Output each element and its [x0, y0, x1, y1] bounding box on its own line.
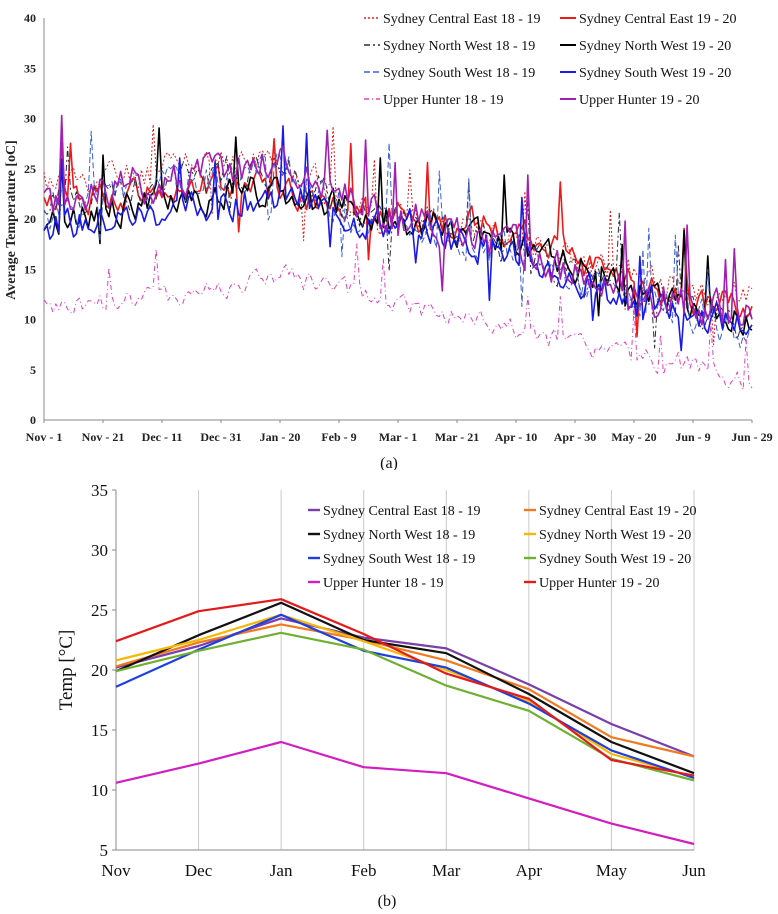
chart-b-y-tick: 25 — [91, 601, 108, 620]
chart-a-series-upper-hunter-18-19 — [43, 243, 753, 391]
chart-a-y-tick: 35 — [24, 61, 36, 75]
chart-a-legend-label: Sydney North West 19 - 20 — [579, 39, 731, 54]
chart-b-x-tick: Mar — [432, 861, 461, 880]
chart-b-y-tick: 30 — [91, 541, 108, 560]
chart-a-y-tick: 10 — [24, 313, 36, 327]
chart-a-series-sydney-south-west-18-19 — [43, 130, 753, 349]
chart-a-legend: Sydney Central East 18 - 19 Sydney Centra… — [364, 12, 736, 108]
chart-b-series — [115, 598, 695, 846]
chart-a-y-tick: 20 — [24, 212, 36, 226]
chart-a-legend-label: Upper Hunter 18 - 19 — [383, 93, 504, 108]
chart-a-x-tick: Jan - 20 — [260, 430, 301, 444]
chart-a-x-tick: Nov - 21 — [82, 430, 125, 444]
chart-b-caption: (b) — [378, 893, 397, 910]
chart-a-x-tick: Mar - 1 — [379, 430, 417, 444]
chart-b-series-upper-hunter-18-19 — [115, 740, 695, 846]
chart-a-y-ticks: 0 5 10 15 20 25 30 35 40 — [24, 11, 36, 427]
chart-a-x-tick: Mar - 21 — [435, 430, 479, 444]
chart-a-y-tick: 25 — [24, 162, 36, 176]
chart-a-legend-label: Sydney Central East 19 - 20 — [579, 12, 736, 27]
chart-a-legend-label: Upper Hunter 19 - 20 — [579, 93, 700, 108]
chart-a-x-tick: Feb - 9 — [321, 430, 356, 444]
chart-b-series-sydney-north-west-18-19 — [115, 601, 695, 775]
chart-a-y-tick: 0 — [30, 413, 36, 427]
chart-b-y-tick: 35 — [91, 481, 108, 500]
monthly-temperature-chart: 5 10 15 20 25 30 35 Nov Dec Jan Feb Mar Apr May Jun T… — [56, 481, 706, 910]
chart-a-x-ticks: Nov - 1 Nov - 21 Dec - 11 Dec - 31 Jan - 20 F… — [26, 420, 773, 444]
chart-a-legend-label: Sydney South West 18 - 19 — [383, 66, 535, 81]
chart-a-legend-label: Sydney North West 18 - 19 — [383, 39, 535, 54]
chart-b-legend: Sydney Central East 18 - 19 Sydney Centra… — [308, 504, 696, 591]
chart-a-y-tick: 15 — [24, 262, 36, 276]
chart-b-legend-label: Sydney North West 19 - 20 — [539, 528, 691, 543]
chart-b-legend-label: Sydney South West 19 - 20 — [539, 552, 691, 567]
chart-a-x-tick: Dec - 31 — [200, 430, 241, 444]
chart-b-y-tick: 10 — [91, 781, 108, 800]
chart-b-legend-label: Sydney North West 18 - 19 — [323, 528, 475, 543]
chart-a-x-tick: Dec - 11 — [142, 430, 183, 444]
chart-a-series-sydney-north-west-18-19 — [43, 146, 753, 349]
chart-a-x-tick: Nov - 1 — [26, 430, 63, 444]
chart-a-y-tick: 40 — [24, 11, 36, 25]
chart-b-axes — [115, 490, 694, 851]
chart-a-x-tick: Apr - 10 — [495, 430, 537, 444]
chart-b-y-tick: 20 — [91, 661, 108, 680]
chart-b-x-ticks: Nov Dec Jan Feb Mar Apr May Jun — [101, 861, 706, 880]
chart-a-series — [43, 114, 753, 391]
chart-a-legend-label: Sydney Central East 18 - 19 — [383, 12, 540, 27]
chart-a-y-tick: 30 — [24, 112, 36, 126]
chart-a-series-sydney-central-east-18-19 — [43, 124, 753, 346]
chart-b-series-upper-hunter-19-20 — [115, 598, 695, 777]
chart-b-legend-label: Sydney South West 18 - 19 — [323, 552, 475, 567]
chart-b-x-tick: Dec — [185, 861, 213, 880]
chart-a-series-sydney-central-east-19-20 — [43, 138, 753, 338]
chart-b-gridlines — [198, 490, 695, 850]
daily-temperature-chart: 0 5 10 15 20 25 30 35 40 Nov - 1 Nov - 21 Dec - 11… — [4, 11, 773, 470]
chart-b-series-sydney-central-east-18-19 — [115, 617, 695, 758]
chart-b-series-sydney-north-west-19-20 — [115, 613, 695, 778]
chart-b-legend-label: Sydney Central East 19 - 20 — [539, 504, 696, 519]
chart-b-x-tick: Feb — [351, 861, 377, 880]
chart-b-x-tick: Jan — [270, 861, 293, 880]
chart-b-x-tick: Jun — [682, 861, 706, 880]
chart-b-legend-label: Sydney Central East 18 - 19 — [323, 504, 480, 519]
chart-b-legend-label: Upper Hunter 18 - 19 — [323, 576, 444, 591]
chart-a-x-tick: Jun - 9 — [675, 430, 710, 444]
chart-a-x-tick: May - 20 — [611, 430, 656, 444]
chart-a-x-tick: Apr - 30 — [554, 430, 596, 444]
chart-b-x-tick: Nov — [101, 861, 131, 880]
chart-a-legend-label: Sydney South West 19 - 20 — [579, 66, 731, 81]
chart-b-x-tick: Apr — [516, 861, 543, 880]
chart-b-series-sydney-south-west-18-19 — [115, 613, 695, 780]
chart-a-y-tick: 5 — [30, 363, 36, 377]
chart-b-y-tick: 15 — [91, 721, 108, 740]
chart-b-y-axis-label: Temp [°C] — [56, 630, 77, 711]
chart-a-x-tick: Jun - 29 — [731, 430, 772, 444]
chart-b-y-ticks: 5 10 15 20 25 30 35 — [91, 481, 116, 860]
chart-a-caption: (a) — [380, 455, 398, 470]
chart-b-x-tick: May — [596, 861, 628, 880]
chart-b-y-tick: 5 — [100, 841, 109, 860]
chart-a-y-axis-label: Average Temperature [oC] — [4, 140, 19, 300]
chart-b-legend-label: Upper Hunter 19 - 20 — [539, 576, 660, 591]
chart-a-series-sydney-south-west-19-20 — [43, 125, 753, 352]
chart-b-series-sydney-central-east-19-20 — [115, 623, 695, 758]
chart-a-series-upper-hunter-19-20 — [43, 114, 753, 326]
